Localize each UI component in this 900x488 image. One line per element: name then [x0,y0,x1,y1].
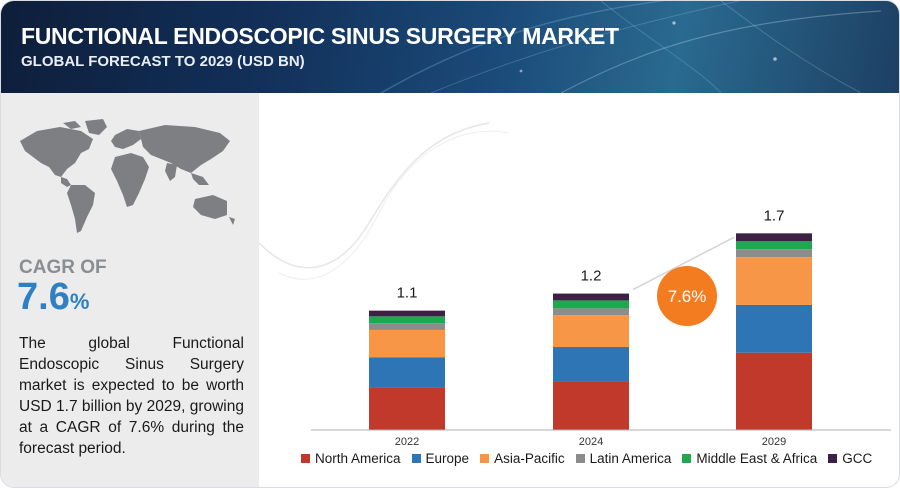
bar-segment [369,357,445,388]
bar-segment [736,241,812,250]
bar-segment [369,316,445,324]
legend-item: GCC [828,451,872,466]
bar-segment [553,308,629,316]
bar-segment [369,310,445,317]
legend-label: Middle East & Africa [696,450,818,466]
bar-segment [553,381,629,430]
bar-segment [369,387,445,430]
legend-swatch [301,453,310,463]
legend-item: Latin America [575,450,672,466]
header-banner: FUNCTIONAL ENDOSCOPIC SINUS SURGERY MARK… [1,1,899,93]
legend-label: Europe [425,450,470,466]
bar-total-label: 1.7 [764,207,785,224]
legend-item: North America [301,451,401,466]
header-light-streaks [380,1,882,93]
page-title: FUNCTIONAL ENDOSCOPIC SINUS SURGERY MARK… [21,23,619,49]
summary-panel: CAGR OF 7.6% The global Functional Endos… [1,93,259,487]
legend-item: Middle East & Africa [682,451,817,466]
bar-total-label: 1.2 [581,268,602,285]
bar-segment [553,293,629,301]
page-subtitle: GLOBAL FORECAST TO 2029 (USD BN) [21,53,305,70]
legend-swatch [828,453,838,463]
world-map-icon [20,119,235,233]
legend-swatch [682,453,692,463]
legend-label: Latin America [589,450,672,466]
bar-segment [736,352,812,430]
bar-segment [736,249,812,258]
legend-swatch [411,453,421,463]
legend-swatch [480,453,490,463]
x-axis-tick-label: 2024 [579,436,603,447]
cagr-trend-line [632,236,735,291]
x-axis-tick-label: 2022 [395,436,419,447]
cagr-badge-label: 7.6% [668,287,707,306]
legend-label: Asia-Pacific [494,450,565,466]
bar-segment [553,300,629,309]
x-axis-tick-label: 2029 [762,436,786,447]
cagr-value: 7.6% [17,277,89,322]
bar-segment [736,233,812,242]
bar-segment [736,257,812,305]
bar-segment [369,323,445,330]
legend-item: Asia-Pacific [480,451,565,466]
cagr-badge [657,266,717,326]
cagr-number: 7.6 [17,276,70,318]
bar-total-label: 1.1 [397,285,418,302]
x-axis-ticks: 2022 2024 2029 [395,436,786,447]
bar-segment [736,304,812,353]
bar-segment [369,329,445,358]
legend-label: North America [315,450,401,466]
total-labels-group: 1.1 1.2 1.7 [397,207,785,301]
bar-segment [553,315,629,348]
bars-group [369,233,812,430]
cagr-percent-sign: % [69,289,90,314]
legend-item: Europe [411,450,470,466]
chart-legend: North America Europe Asia-Pacific Latin Ame… [301,450,883,466]
decorative-swoosh [259,122,510,280]
legend-label: GCC [842,450,873,466]
cagr-trend-group: 7.6% [632,236,735,326]
bar-segment [553,347,629,382]
cagr-label: CAGR OF [19,257,107,278]
stacked-bar-chart: 1.1 1.2 1.7 7.6% 2022 2024 2029 [259,122,891,447]
market-description: The global Functional Endoscopic Sinus S… [19,335,244,457]
legend-swatch [575,453,585,463]
